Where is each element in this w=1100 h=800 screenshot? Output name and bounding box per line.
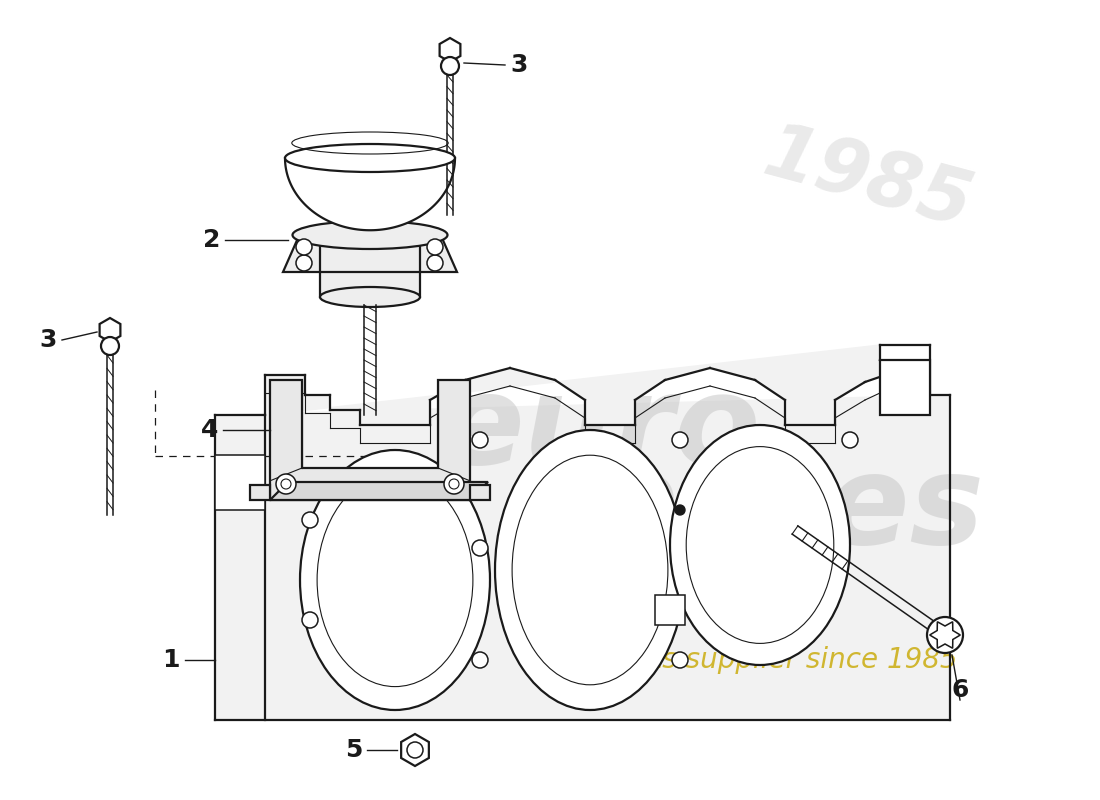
Polygon shape <box>285 158 455 230</box>
Polygon shape <box>654 595 685 625</box>
Polygon shape <box>440 38 461 62</box>
Polygon shape <box>214 455 265 510</box>
Polygon shape <box>930 622 960 648</box>
Text: a pa: a pa <box>580 626 640 654</box>
Circle shape <box>472 432 488 448</box>
Ellipse shape <box>293 221 448 249</box>
Polygon shape <box>265 345 880 425</box>
Text: 4: 4 <box>200 418 218 442</box>
Circle shape <box>296 255 312 271</box>
Ellipse shape <box>670 425 850 665</box>
Ellipse shape <box>513 455 668 685</box>
Text: euro: euro <box>439 370 760 490</box>
Circle shape <box>672 652 688 668</box>
Ellipse shape <box>320 287 420 307</box>
Ellipse shape <box>317 474 473 686</box>
Polygon shape <box>402 734 429 766</box>
Polygon shape <box>100 318 120 342</box>
Circle shape <box>842 432 858 448</box>
Text: 6: 6 <box>952 678 969 702</box>
Ellipse shape <box>495 430 685 710</box>
Polygon shape <box>880 360 929 415</box>
Circle shape <box>675 505 685 515</box>
Circle shape <box>672 432 688 448</box>
Ellipse shape <box>285 144 455 172</box>
Polygon shape <box>270 482 488 500</box>
Circle shape <box>444 474 464 494</box>
Circle shape <box>449 479 459 489</box>
Circle shape <box>296 239 312 255</box>
Circle shape <box>927 617 962 653</box>
Circle shape <box>472 652 488 668</box>
Text: 1985: 1985 <box>756 117 980 243</box>
Circle shape <box>276 474 296 494</box>
Circle shape <box>427 255 443 271</box>
Polygon shape <box>283 238 456 272</box>
Text: 3: 3 <box>40 328 57 352</box>
Circle shape <box>302 512 318 528</box>
Circle shape <box>472 540 488 556</box>
Circle shape <box>441 57 459 75</box>
Text: 2: 2 <box>202 228 220 252</box>
Circle shape <box>101 337 119 355</box>
Polygon shape <box>214 395 950 720</box>
Polygon shape <box>470 485 490 500</box>
Text: rts supplier since 1985: rts supplier since 1985 <box>640 646 957 674</box>
Text: spares: spares <box>516 450 984 570</box>
Circle shape <box>427 239 443 255</box>
Circle shape <box>280 479 292 489</box>
Circle shape <box>302 612 318 628</box>
Text: 1: 1 <box>163 648 180 672</box>
Circle shape <box>407 742 424 758</box>
Text: 3: 3 <box>510 53 527 77</box>
Ellipse shape <box>300 450 490 710</box>
Polygon shape <box>250 485 270 500</box>
Polygon shape <box>270 380 470 500</box>
Text: 5: 5 <box>344 738 362 762</box>
Polygon shape <box>320 228 420 297</box>
Ellipse shape <box>686 446 834 643</box>
